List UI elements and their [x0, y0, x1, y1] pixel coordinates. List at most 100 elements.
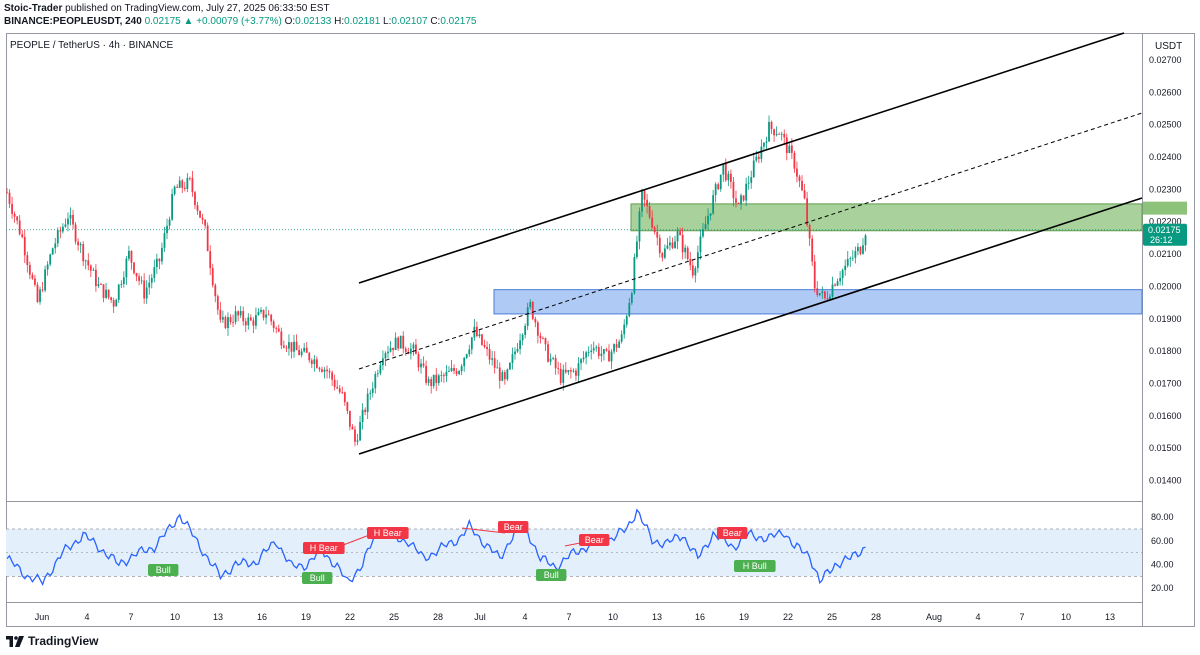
- candle-body: [458, 371, 461, 375]
- candle-body: [862, 245, 864, 254]
- candle-body: [864, 235, 867, 246]
- candle-body: [280, 331, 283, 346]
- candle-body: [435, 374, 438, 383]
- candle-body: [392, 347, 394, 351]
- candle-body: [374, 374, 377, 389]
- candle-body: [191, 178, 194, 193]
- candle-body: [361, 409, 364, 422]
- candle-body: [658, 237, 661, 254]
- candle-body: [699, 236, 702, 253]
- candle-body: [102, 284, 105, 298]
- candle-body: [364, 409, 367, 413]
- candle-body: [536, 322, 539, 336]
- candle-body: [69, 214, 72, 219]
- label-text: Bear: [723, 528, 742, 538]
- candle-body: [138, 276, 140, 281]
- candle-body: [829, 296, 831, 300]
- time-tick-label: 25: [827, 612, 837, 622]
- candle-body: [783, 133, 786, 138]
- currency-label[interactable]: USDT: [1155, 41, 1183, 52]
- label-text: Bull: [310, 573, 325, 583]
- candle-body: [608, 350, 610, 362]
- candle-body: [328, 371, 331, 373]
- candle-body: [671, 242, 674, 248]
- candle-body: [188, 178, 191, 179]
- open-value: 0.02133: [295, 16, 332, 27]
- label-background: [303, 542, 345, 554]
- candle-body: [580, 359, 582, 364]
- candle-body: [171, 194, 173, 220]
- label-background: [579, 534, 610, 546]
- candle-body: [6, 192, 8, 194]
- candle-body: [229, 317, 232, 323]
- candle-body: [557, 368, 560, 370]
- candle-body: [549, 358, 552, 362]
- candle-body: [158, 258, 161, 262]
- candle-body: [823, 291, 826, 299]
- candle-body: [89, 265, 92, 271]
- candle-body: [521, 334, 524, 341]
- bear-divergence-label: Bear: [579, 534, 610, 546]
- candle-body: [303, 347, 306, 352]
- pane-separator[interactable]: [6, 501, 1142, 502]
- candle-body: [234, 311, 237, 323]
- channel-median-line: [358, 112, 1143, 370]
- candle-body: [173, 186, 176, 195]
- candle-body: [117, 284, 120, 300]
- candle-body: [638, 211, 641, 242]
- bear-divergence-label: H Bear: [303, 542, 345, 554]
- candle-body: [630, 293, 633, 303]
- candle-body: [696, 252, 699, 269]
- time-tick-label: 7: [566, 612, 571, 622]
- candle-body: [684, 247, 687, 253]
- candle-body: [333, 379, 336, 388]
- candle-body: [613, 344, 615, 352]
- candle-body: [222, 317, 224, 320]
- candle-body: [857, 246, 859, 252]
- candle-body: [643, 189, 646, 200]
- candle-body: [483, 344, 486, 347]
- publisher-name[interactable]: Stoic-Trader: [4, 3, 63, 14]
- supply-zone-tag: [1143, 201, 1187, 215]
- candle-body: [288, 342, 290, 349]
- channel-upper-line: [358, 32, 1125, 284]
- candle-body: [166, 225, 168, 234]
- bar-countdown: 26:12: [1150, 235, 1173, 245]
- candle-body: [450, 367, 453, 372]
- candle-body: [34, 278, 36, 285]
- candle-body: [323, 369, 326, 372]
- tradingview-logo[interactable]: TradingView: [6, 634, 98, 648]
- candle-body: [64, 224, 67, 227]
- candle-body: [336, 387, 339, 389]
- candle-body: [656, 231, 659, 238]
- candle-body: [186, 178, 189, 189]
- candle-body: [216, 296, 219, 310]
- candle-body: [178, 180, 181, 188]
- candle-body: [730, 173, 732, 182]
- candle-body: [531, 301, 534, 319]
- candle-body: [376, 373, 379, 375]
- candle-body: [163, 233, 166, 248]
- candle-body: [282, 345, 285, 348]
- time-tick-label: Aug: [926, 612, 942, 622]
- candle-body: [242, 310, 245, 322]
- candle-body: [529, 301, 532, 308]
- candle-body: [422, 363, 425, 366]
- last-price-tag-value: 0.02175: [1148, 225, 1181, 235]
- zones-layer: [6, 203, 1143, 315]
- candle-body: [417, 354, 420, 368]
- candle-body: [371, 388, 374, 393]
- candle-body: [201, 217, 204, 220]
- change-value: ▲ +0.00079 (+3.77%): [183, 16, 282, 27]
- candle-body: [625, 316, 628, 325]
- price-tick-label: 0.02400: [1149, 152, 1182, 162]
- candle-body: [465, 354, 468, 358]
- candle-body: [125, 258, 128, 278]
- candle-body: [567, 370, 570, 373]
- candle-body: [384, 353, 387, 359]
- candle-body: [473, 326, 476, 338]
- candle-body: [204, 219, 207, 226]
- candle-body: [488, 349, 491, 360]
